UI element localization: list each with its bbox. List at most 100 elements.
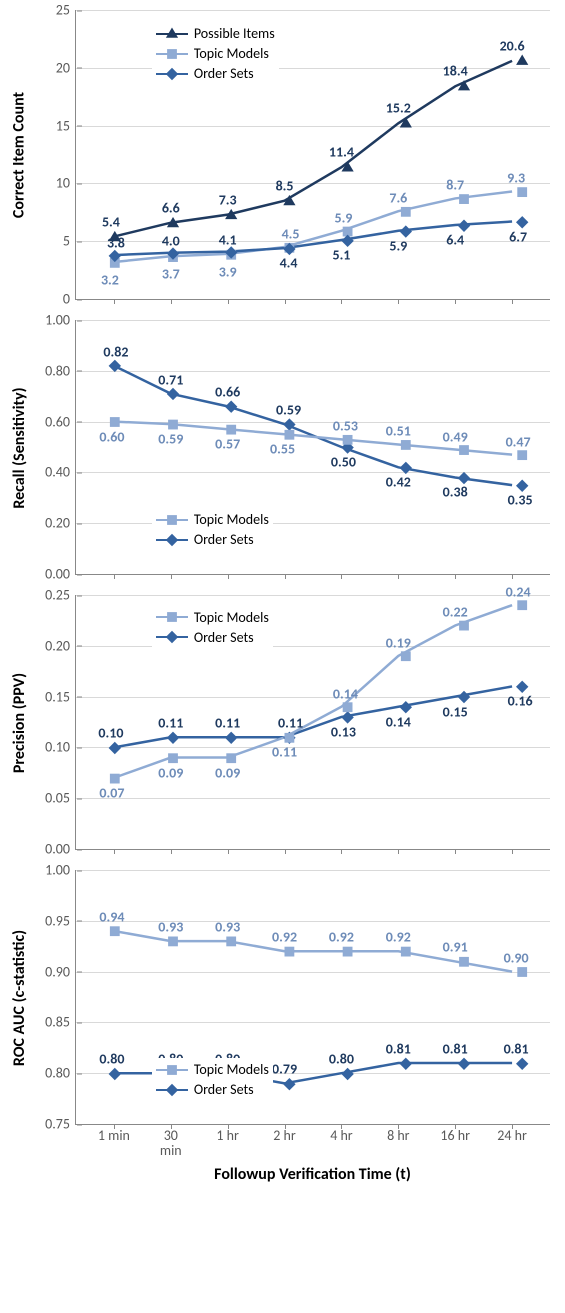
data-label-topic_models: 0.57	[215, 436, 240, 453]
data-label-topic_models: 0.14	[333, 685, 358, 702]
data-label-order_sets: 5.9	[389, 237, 407, 254]
marker-topic_models	[227, 425, 236, 434]
ytick-label: 0.15	[45, 688, 76, 705]
data-label-order_sets: 0.71	[158, 371, 183, 388]
marker-order_sets	[109, 1069, 120, 1080]
marker-topic_models	[460, 446, 469, 455]
xtick-mark	[114, 849, 115, 854]
panel-recall: Recall (Sensitivity)0.000.200.400.600.80…	[5, 320, 560, 575]
legend-swatch-order_sets	[156, 533, 188, 547]
xtick-label: 16 hr	[440, 1124, 470, 1143]
marker-order_sets	[284, 1079, 295, 1090]
legend-roc: Topic ModelsOrder Sets	[152, 1058, 273, 1102]
marker-possible_items	[459, 81, 469, 90]
data-label-order_sets: 0.11	[158, 715, 183, 732]
data-label-topic_models: 0.07	[99, 784, 124, 801]
marker-topic_models	[343, 947, 352, 956]
data-label-order_sets: 0.13	[331, 723, 356, 740]
ytick-label: 0.25	[45, 587, 76, 604]
marker-topic_models	[518, 968, 527, 977]
marker-order_sets	[517, 681, 528, 692]
plot-area-count: 05101520255.46.67.38.511.415.218.420.63.…	[75, 10, 550, 300]
data-label-topic_models: 3.7	[162, 266, 180, 283]
marker-order_sets	[459, 220, 470, 231]
data-label-order_sets: 0.14	[386, 713, 411, 730]
data-label-topic_models: 0.11	[272, 744, 297, 761]
legend-label-topic_models: Topic Models	[194, 45, 269, 62]
markers-svg-count	[76, 10, 550, 299]
xtick-mark	[398, 299, 399, 304]
marker-topic_models	[285, 733, 294, 742]
data-label-order_sets: 4.1	[219, 231, 237, 248]
marker-possible_items	[517, 56, 527, 65]
legend-item-topic_models: Topic Models	[156, 1060, 269, 1080]
legend-count: Possible Items Topic Models Order Sets	[152, 22, 279, 86]
data-label-topic_models: 0.53	[333, 418, 358, 435]
legend-swatch-topic_models	[156, 47, 188, 61]
ylabel-roc: ROC AUC (c-statistic)	[10, 870, 29, 1125]
marker-order_sets	[168, 732, 179, 743]
data-label-topic_models: 0.47	[506, 433, 531, 450]
data-label-order_sets: 0.80	[329, 1051, 354, 1068]
data-label-topic_models: 3.2	[101, 272, 119, 289]
ytick-label: 0.10	[45, 739, 76, 756]
xtick-mark	[398, 574, 399, 579]
data-label-topic_models: 0.51	[386, 423, 411, 440]
data-label-order_sets: 0.10	[98, 725, 123, 742]
data-label-order_sets: 0.79	[272, 1061, 297, 1078]
panel-precision: Precision (PPV)0.000.050.100.150.200.250…	[5, 595, 560, 850]
figure-container: Correct Item Count05101520255.46.67.38.5…	[0, 0, 565, 1189]
marker-order_sets	[400, 1058, 411, 1069]
data-label-order_sets: 0.15	[443, 703, 468, 720]
legend-swatch-topic_models	[156, 610, 188, 624]
xtick-mark	[114, 299, 115, 304]
marker-possible_items	[168, 218, 178, 227]
data-label-order_sets: 0.59	[276, 402, 301, 419]
xtick-label: 1 hr	[216, 1124, 239, 1143]
marker-order_sets	[342, 1069, 353, 1080]
xtick-mark	[171, 574, 172, 579]
legend-item-topic_models: Topic Models	[156, 44, 275, 64]
legend-label-topic_models: Topic Models	[194, 511, 269, 528]
marker-topic_models	[460, 621, 469, 630]
marker-order_sets	[109, 360, 120, 371]
data-label-order_sets: 6.4	[446, 232, 464, 249]
legend-recall: Topic ModelsOrder Sets	[152, 508, 273, 552]
data-label-order_sets: 5.1	[332, 247, 350, 264]
data-label-topic_models: 7.6	[389, 190, 407, 207]
legend-label-possible_items: Possible Items	[194, 25, 275, 42]
ytick-label: 0.95	[45, 912, 76, 929]
marker-topic_models	[285, 430, 294, 439]
marker-topic_models	[110, 774, 119, 783]
plot-area-precision: 0.000.050.100.150.200.250.100.110.110.11…	[75, 595, 550, 850]
marker-order_sets	[400, 226, 411, 237]
data-label-topic_models: 0.92	[272, 929, 297, 946]
legend-item-order_sets: Order Sets	[156, 64, 275, 84]
marker-order_sets	[109, 743, 120, 754]
legend-label-topic_models: Topic Models	[194, 1061, 269, 1078]
data-label-order_sets: 4.4	[280, 255, 298, 272]
data-label-order_sets: 0.38	[443, 484, 468, 501]
ytick-label: 0.00	[45, 566, 76, 583]
marker-order_sets	[400, 702, 411, 713]
data-label-topic_models: 0.55	[270, 441, 295, 458]
xtick-mark	[285, 299, 286, 304]
marker-topic_models	[227, 937, 236, 946]
legend-item-possible_items: Possible Items	[156, 24, 275, 44]
marker-topic_models	[110, 418, 119, 427]
marker-topic_models	[169, 754, 178, 763]
marker-order_sets	[226, 401, 237, 412]
xtick-mark	[341, 849, 342, 854]
marker-topic_models	[401, 947, 410, 956]
legend-label-order_sets: Order Sets	[194, 629, 254, 646]
marker-topic_models	[110, 927, 119, 936]
xtick-label: 30min	[160, 1124, 182, 1159]
data-label-topic_models: 8.7	[446, 177, 464, 194]
xtick-mark	[228, 574, 229, 579]
data-label-order_sets: 0.81	[504, 1041, 529, 1058]
marker-possible_items	[284, 196, 294, 205]
xtick-mark	[512, 849, 513, 854]
legend-label-topic_models: Topic Models	[194, 609, 269, 626]
marker-topic_models	[460, 195, 469, 204]
markers-svg-roc	[76, 870, 550, 1124]
